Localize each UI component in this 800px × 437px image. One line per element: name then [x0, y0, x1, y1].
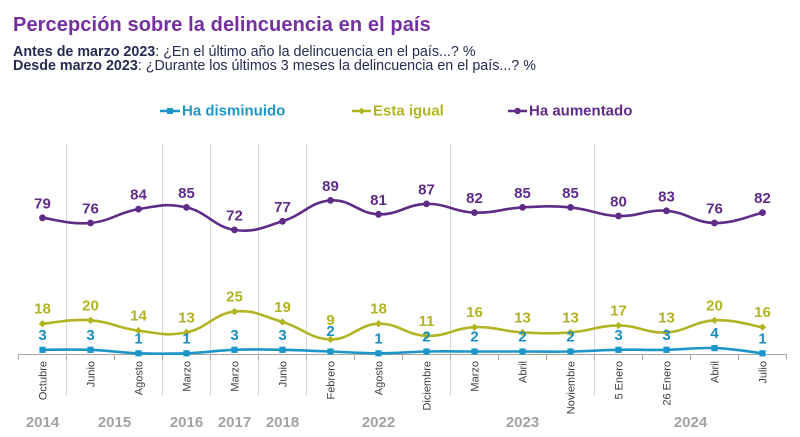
svg-text:Marzo: Marzo — [470, 361, 482, 392]
svg-text:76: 76 — [82, 201, 99, 218]
svg-text:3: 3 — [38, 327, 46, 344]
svg-text:1: 1 — [134, 330, 142, 347]
svg-text:Marzo: Marzo — [182, 361, 194, 392]
svg-text:87: 87 — [418, 181, 435, 198]
svg-text:13: 13 — [658, 309, 675, 326]
svg-text:1: 1 — [758, 330, 766, 347]
svg-text:77: 77 — [274, 199, 291, 216]
svg-text:85: 85 — [178, 185, 195, 202]
svg-text:84: 84 — [130, 187, 147, 204]
svg-text:2016: 2016 — [170, 414, 203, 431]
svg-text:Agosto: Agosto — [134, 361, 146, 395]
svg-text:14: 14 — [130, 308, 147, 325]
svg-text:13: 13 — [514, 309, 531, 326]
svg-text:89: 89 — [322, 178, 339, 195]
svg-text:Junio: Junio — [86, 361, 98, 387]
svg-text:Junio: Junio — [278, 361, 290, 387]
svg-text:18: 18 — [34, 301, 51, 318]
svg-text:72: 72 — [226, 207, 243, 224]
svg-text:1: 1 — [374, 330, 382, 347]
svg-text:2015: 2015 — [98, 414, 131, 431]
svg-text:85: 85 — [514, 185, 531, 202]
svg-text:1: 1 — [182, 330, 190, 347]
svg-text:16: 16 — [466, 304, 483, 321]
svg-text:17: 17 — [610, 303, 627, 320]
svg-text:2022: 2022 — [362, 414, 395, 431]
svg-text:Ha disminuido: Ha disminuido — [182, 102, 285, 119]
svg-text:11: 11 — [419, 313, 435, 330]
svg-text:3: 3 — [278, 327, 286, 344]
svg-text:Ha aumentado: Ha aumentado — [529, 102, 632, 119]
svg-text:3: 3 — [230, 327, 238, 344]
svg-text:2: 2 — [470, 329, 478, 346]
svg-text:13: 13 — [178, 309, 195, 326]
svg-text:Noviembre: Noviembre — [566, 361, 578, 414]
svg-text:18: 18 — [370, 301, 387, 318]
svg-text:Julio: Julio — [758, 361, 770, 384]
svg-text:3: 3 — [614, 327, 622, 344]
svg-text:79: 79 — [34, 195, 51, 212]
svg-text:20: 20 — [706, 297, 723, 314]
svg-text:16: 16 — [754, 304, 771, 321]
svg-text:4: 4 — [710, 325, 719, 342]
svg-text:2024: 2024 — [674, 414, 708, 431]
svg-text:85: 85 — [562, 185, 579, 202]
svg-text:2023: 2023 — [506, 414, 539, 431]
svg-text:26 Enero: 26 Enero — [662, 361, 674, 406]
svg-text:25: 25 — [226, 289, 243, 306]
svg-text:20: 20 — [82, 297, 99, 314]
svg-text:Octubre: Octubre — [38, 361, 50, 400]
svg-text:19: 19 — [274, 299, 291, 316]
svg-text:83: 83 — [658, 188, 675, 205]
svg-text:2017: 2017 — [218, 414, 251, 431]
svg-text:82: 82 — [754, 190, 771, 207]
svg-text:2: 2 — [326, 323, 334, 340]
svg-text:Marzo: Marzo — [230, 361, 242, 392]
svg-text:Agosto: Agosto — [374, 361, 386, 395]
svg-text:2014: 2014 — [26, 414, 60, 431]
svg-text:Abril: Abril — [710, 361, 722, 383]
svg-text:76: 76 — [706, 201, 723, 218]
svg-text:2018: 2018 — [266, 414, 299, 431]
svg-text:Diciembre: Diciembre — [422, 361, 434, 411]
svg-text:80: 80 — [610, 194, 627, 211]
svg-text:2: 2 — [518, 329, 526, 346]
svg-text:2: 2 — [422, 329, 430, 346]
svg-text:Abril: Abril — [518, 361, 530, 383]
svg-text:5 Enero: 5 Enero — [614, 361, 626, 400]
svg-text:9: 9 — [326, 312, 334, 329]
svg-text:3: 3 — [86, 327, 94, 344]
svg-text:2: 2 — [566, 329, 574, 346]
svg-text:13: 13 — [562, 309, 579, 326]
svg-text:82: 82 — [466, 190, 483, 207]
svg-text:3: 3 — [662, 327, 670, 344]
svg-text:Esta igual: Esta igual — [373, 102, 444, 119]
svg-text:81: 81 — [370, 192, 387, 209]
svg-text:Febrero: Febrero — [326, 361, 338, 400]
